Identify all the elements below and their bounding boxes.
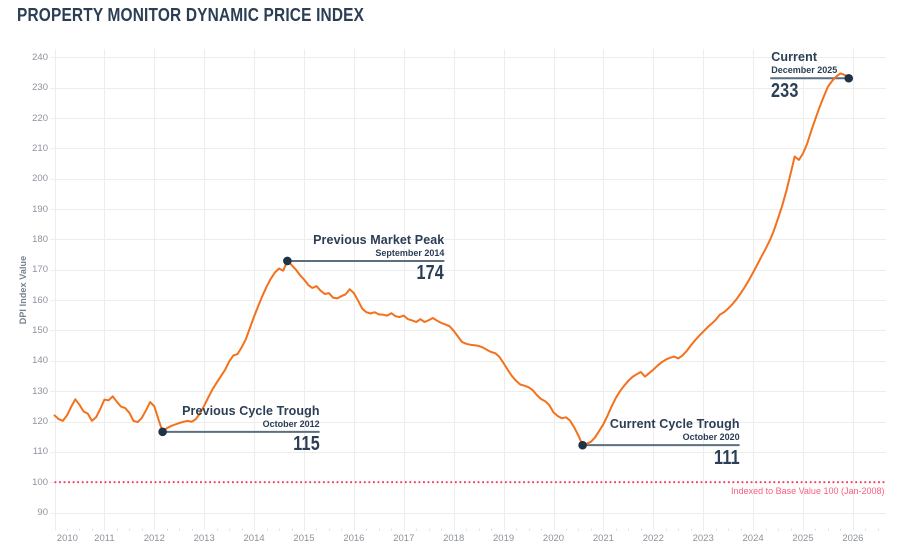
marker-dot — [844, 73, 854, 83]
x-tick-label: 2024 — [742, 532, 764, 544]
annotation-current-cycle-trough: Current Cycle Trough October 2020 111 — [520, 417, 740, 469]
x-tick-label: 2026 — [842, 532, 864, 544]
annotation-value: 174 — [416, 262, 445, 285]
x-tick-label: 2016 — [343, 532, 365, 544]
marker-dot — [158, 427, 167, 437]
marker-dot — [578, 440, 587, 450]
y-tick-label: 220 — [32, 112, 48, 124]
y-tick-label: 160 — [32, 294, 48, 306]
annotation-previous-market-peak: Previous Market Peak September 2014 174 — [224, 232, 445, 285]
annotation-title: Previous Cycle Trough — [182, 403, 320, 418]
y-tick-label: 190 — [32, 203, 48, 215]
annotation-value: 111 — [713, 446, 740, 469]
x-tick-label: 2022 — [642, 532, 664, 544]
annotation-title: Current Cycle Trough — [609, 417, 740, 432]
annotation-previous-cycle-trough: Previous Cycle Trough October 2012 115 — [100, 403, 320, 456]
x-tick-label: 2012 — [143, 532, 165, 544]
x-tick-label: 2010 — [56, 532, 78, 544]
y-tick-label: 240 — [32, 51, 48, 63]
y-tick-label: 130 — [32, 385, 48, 397]
x-tick-label: 2013 — [193, 532, 215, 544]
x-tick-label: 2011 — [94, 532, 115, 544]
y-tick-label: 100 — [32, 476, 48, 488]
x-tick-label: 2018 — [443, 532, 465, 544]
y-tick-label: 170 — [32, 264, 48, 276]
x-tick-label: 2025 — [792, 532, 814, 544]
y-tick-label: 140 — [32, 355, 48, 367]
annotation-current: Current December 2025 233 — [771, 50, 917, 102]
annotation-date: December 2025 — [771, 65, 838, 76]
y-tick-label: 90 — [37, 507, 48, 519]
marker-dot — [283, 256, 292, 266]
x-tick-label: 2021 — [592, 532, 614, 544]
baseline-label: Indexed to Base Value 100 (Jan-2008) — [731, 486, 885, 496]
x-tick-label: 2017 — [393, 532, 415, 544]
chart-title: PROPERTY MONITOR DYNAMIC PRICE INDEX — [17, 5, 365, 25]
x-tick-label: 2020 — [542, 532, 565, 544]
annotation-title: Previous Market Peak — [313, 232, 445, 247]
annotation-date: October 2020 — [682, 432, 740, 443]
y-tick-label: 150 — [32, 324, 48, 336]
annotation-date: September 2014 — [375, 247, 445, 258]
y-tick-label: 110 — [32, 446, 48, 458]
y-tick-label: 230 — [32, 82, 48, 94]
annotation-date: October 2012 — [262, 418, 320, 429]
x-tick-label: 2015 — [293, 532, 315, 544]
x-tick-label: 2014 — [243, 532, 265, 544]
annotation-value: 115 — [292, 433, 320, 456]
y-tick-label: 200 — [32, 173, 48, 185]
price-index-line — [53, 72, 850, 447]
y-tick-label: 120 — [32, 416, 48, 427]
x-tick-label: 2023 — [692, 532, 714, 544]
x-tick-label: 2019 — [493, 532, 515, 544]
annotation-value: 233 — [771, 79, 799, 102]
annotation-title: Current — [771, 50, 818, 65]
y-tick-label: 180 — [32, 233, 48, 245]
y-tick-label: 210 — [32, 142, 48, 154]
